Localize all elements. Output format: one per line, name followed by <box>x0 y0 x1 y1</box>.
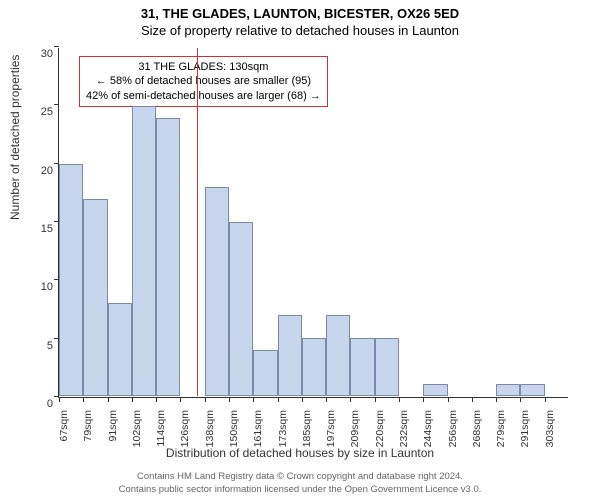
x-tick-label: 279sqm <box>493 410 507 447</box>
histogram-bar <box>302 338 326 396</box>
x-tick-mark <box>302 397 303 402</box>
y-tick-label: 10 <box>41 281 59 293</box>
y-tick-label: 5 <box>47 340 59 352</box>
attribution-line2: Contains public sector information licen… <box>0 484 600 496</box>
x-tick-mark <box>375 397 376 402</box>
x-tick-mark <box>545 397 546 402</box>
y-tick-label: 25 <box>41 106 59 118</box>
x-tick-mark <box>59 397 60 402</box>
histogram-bar <box>229 222 253 396</box>
x-tick-label: 67sqm <box>56 410 70 442</box>
histogram-bar <box>423 384 447 396</box>
x-tick-mark <box>448 397 449 402</box>
chart-container: 31, THE GLADES, LAUNTON, BICESTER, OX26 … <box>0 0 600 500</box>
x-tick-label: 291sqm <box>517 410 531 447</box>
x-tick-mark <box>253 397 254 402</box>
histogram-bar <box>108 303 132 396</box>
x-tick-label: 138sqm <box>202 410 216 447</box>
x-tick-mark <box>520 397 521 402</box>
histogram-bar <box>205 187 229 396</box>
x-tick-mark <box>180 397 181 402</box>
x-tick-mark <box>496 397 497 402</box>
x-tick-mark <box>423 397 424 402</box>
y-tick-label: 30 <box>41 48 59 60</box>
x-tick-label: 114sqm <box>153 410 167 447</box>
histogram-bar <box>83 199 107 396</box>
annotation-line1: 31 THE GLADES: 130sqm <box>86 60 321 74</box>
chart-area: 31 THE GLADES: 130sqm ← 58% of detached … <box>58 48 568 398</box>
annotation-line2: ← 58% of detached houses are smaller (95… <box>86 74 321 88</box>
x-tick-mark <box>399 397 400 402</box>
histogram-bar <box>326 315 350 396</box>
x-tick-mark <box>83 397 84 402</box>
x-tick-label: 209sqm <box>347 410 361 447</box>
x-tick-mark <box>132 397 133 402</box>
histogram-bar <box>375 338 399 396</box>
y-tick-mark <box>54 46 59 47</box>
x-tick-label: 126sqm <box>177 410 191 447</box>
histogram-bar <box>496 384 520 396</box>
x-tick-mark <box>156 397 157 402</box>
x-tick-label: 173sqm <box>275 410 289 447</box>
histogram-bar <box>253 350 277 396</box>
histogram-bar <box>278 315 302 396</box>
x-tick-label: 185sqm <box>299 410 313 447</box>
page-subtitle: Size of property relative to detached ho… <box>0 21 600 38</box>
y-tick-mark <box>54 104 59 105</box>
annotation-box: 31 THE GLADES: 130sqm ← 58% of detached … <box>79 56 328 107</box>
x-axis-label: Distribution of detached houses by size … <box>0 446 600 460</box>
x-tick-mark <box>108 397 109 402</box>
x-tick-mark <box>472 397 473 402</box>
y-tick-label: 15 <box>41 223 59 235</box>
attribution-line1: Contains HM Land Registry data © Crown c… <box>0 471 600 483</box>
page-title: 31, THE GLADES, LAUNTON, BICESTER, OX26 … <box>0 0 600 21</box>
marker-line <box>197 48 198 396</box>
x-tick-label: 268sqm <box>469 410 483 447</box>
histogram-bar <box>520 384 544 396</box>
histogram-bar <box>132 106 156 396</box>
x-tick-label: 161sqm <box>250 410 264 447</box>
y-tick-label: 0 <box>47 398 59 410</box>
y-tick-label: 20 <box>41 165 59 177</box>
x-tick-label: 256sqm <box>445 410 459 447</box>
plot-region: 31 THE GLADES: 130sqm ← 58% of detached … <box>58 48 568 398</box>
x-tick-mark <box>326 397 327 402</box>
y-axis-label: Number of detached properties <box>8 55 22 220</box>
x-tick-label: 303sqm <box>542 410 556 447</box>
x-tick-mark <box>278 397 279 402</box>
x-tick-label: 220sqm <box>372 410 386 447</box>
attribution: Contains HM Land Registry data © Crown c… <box>0 471 600 496</box>
x-tick-mark <box>350 397 351 402</box>
x-tick-label: 91sqm <box>105 410 119 442</box>
histogram-bar <box>350 338 374 396</box>
x-tick-mark <box>205 397 206 402</box>
x-tick-label: 150sqm <box>226 410 240 447</box>
x-tick-mark <box>229 397 230 402</box>
histogram-bar <box>59 164 83 396</box>
x-tick-label: 232sqm <box>396 410 410 447</box>
x-tick-label: 102sqm <box>129 410 143 447</box>
x-tick-label: 197sqm <box>323 410 337 447</box>
annotation-line3: 42% of semi-detached houses are larger (… <box>86 89 321 103</box>
x-tick-label: 244sqm <box>420 410 434 447</box>
histogram-bar <box>156 118 180 396</box>
x-tick-label: 79sqm <box>80 410 94 442</box>
